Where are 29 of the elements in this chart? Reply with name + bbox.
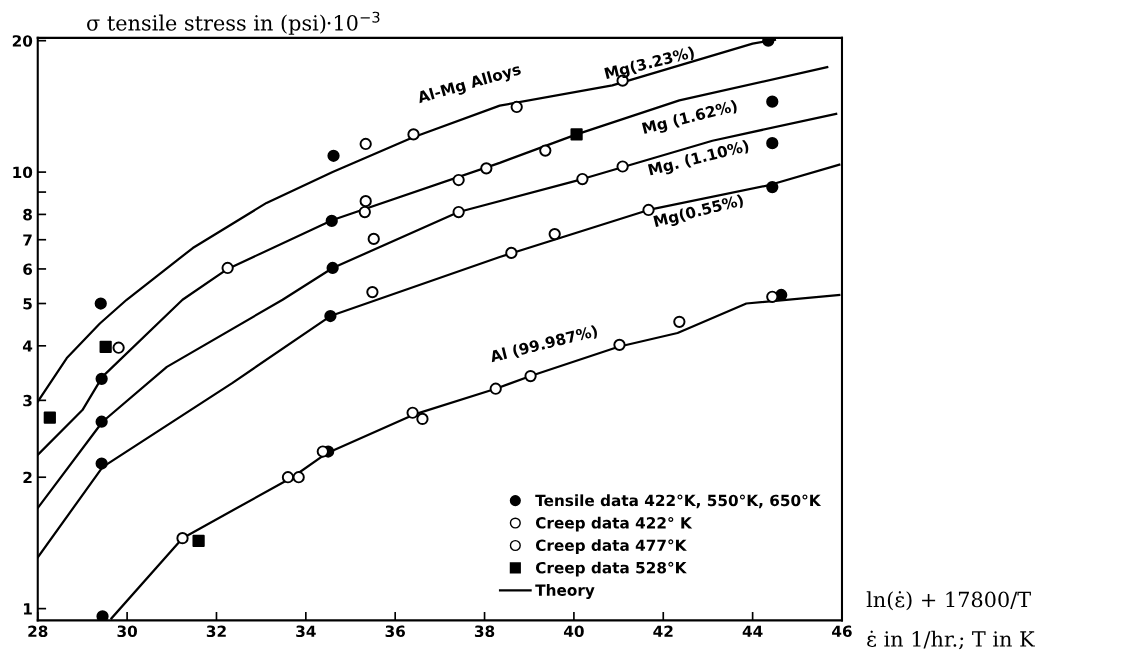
y-axis-title: σ tensile stress in (psi)·10$^{−3}$ xyxy=(87,11,380,35)
x-tick-label: 34 xyxy=(296,625,316,638)
y-tick-label: 10 xyxy=(13,166,33,179)
y-tick-label: 4 xyxy=(22,340,33,352)
text: ε̇ in 1/hr.; T in K xyxy=(867,630,1035,650)
y-tick-label: 5 xyxy=(23,298,32,310)
legend-label: Creep data 528°K xyxy=(535,561,687,577)
y-tick-label: 2 xyxy=(23,471,32,484)
x-tick-label: 36 xyxy=(385,625,405,638)
annotation: Al-Mg Alloys xyxy=(416,62,523,107)
x-tick-label: 30 xyxy=(117,625,138,638)
y-tick-label: 8 xyxy=(23,208,32,221)
x-tick-label: 44 xyxy=(742,625,763,637)
x-tick-label: 38 xyxy=(474,625,495,638)
x-axis-title: ln(ε̇) + 17800/T xyxy=(866,591,1031,611)
x-tick-label: 28 xyxy=(28,625,48,638)
legend-label: Creep data 422° K xyxy=(535,516,693,532)
y-tick-label: 3 xyxy=(23,394,32,407)
y-tick-label: 7 xyxy=(23,234,32,246)
legend-label: Theory xyxy=(535,584,595,599)
x-tick-label: 42 xyxy=(653,625,673,637)
y-tick-label: 20 xyxy=(12,35,33,47)
y-tick-label: 1 xyxy=(23,603,32,615)
x-tick-label: 32 xyxy=(206,625,226,638)
x-tick-label: 40 xyxy=(563,625,584,638)
y-tick-label: 6 xyxy=(23,263,33,275)
legend-label: Creep data 477°K xyxy=(535,539,687,554)
legend-label: Tensile data 422°K, 550°K, 650°K xyxy=(535,494,822,509)
x-tick-label: 46 xyxy=(832,625,852,638)
